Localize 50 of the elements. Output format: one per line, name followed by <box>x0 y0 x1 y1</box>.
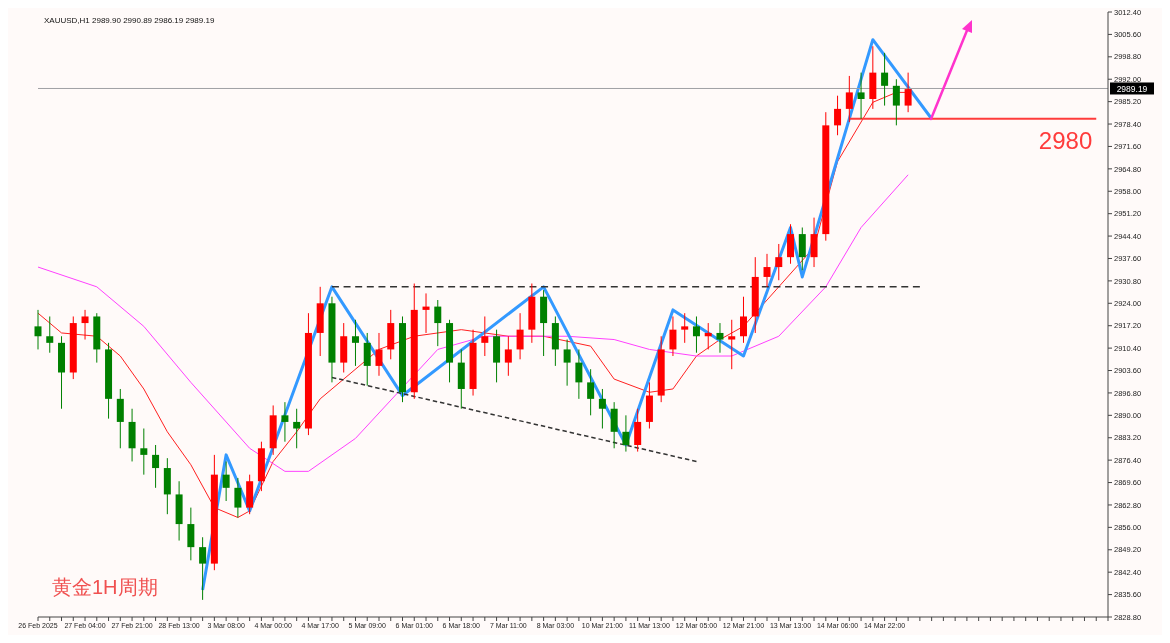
line-series <box>37 174 909 472</box>
candlestick <box>351 319 359 367</box>
candlestick <box>845 75 853 123</box>
text: XAUUSD,H1 2989.90 2990.89 2986.19 2989.19 <box>44 16 215 25</box>
candlestick <box>140 428 148 476</box>
ref-line-label: 2989.19 <box>1116 83 1148 94</box>
candlestick <box>575 348 583 400</box>
candlestick <box>363 332 371 387</box>
candlestick <box>775 243 783 281</box>
candlestick <box>375 332 383 377</box>
candlestick <box>704 322 712 350</box>
candlestick <box>798 227 806 271</box>
candlestick <box>892 78 900 126</box>
candlestick <box>222 460 230 502</box>
candlestick <box>598 388 606 430</box>
candlestick <box>81 309 89 341</box>
candlestick <box>881 52 889 107</box>
candlestick <box>481 315 489 357</box>
candlestick <box>516 312 524 360</box>
candlestick <box>669 315 677 357</box>
candlestick <box>587 368 595 416</box>
candlestick <box>422 292 430 334</box>
candlestick <box>810 217 818 268</box>
series-label: 2980 <box>1038 126 1093 154</box>
candlestick <box>434 299 442 347</box>
candlestick <box>681 312 689 344</box>
candlestick <box>740 296 747 344</box>
candlestick <box>46 315 54 354</box>
candlestick <box>563 339 571 387</box>
candlestick <box>904 72 912 113</box>
candlestick <box>187 507 195 561</box>
annotation: 黄金1H周期 <box>52 575 158 600</box>
candlestick <box>610 401 618 449</box>
candlestick <box>692 315 700 354</box>
candlestick <box>281 401 289 443</box>
candlestick <box>634 408 642 453</box>
candlestick <box>716 322 724 354</box>
candlestick <box>34 309 42 350</box>
candlestick <box>622 414 630 453</box>
candlestick <box>834 95 842 136</box>
candlestick <box>728 319 736 370</box>
candlestick <box>504 335 512 377</box>
candlestick <box>234 477 242 518</box>
candlestick <box>857 72 865 120</box>
candlestick <box>763 253 771 288</box>
candlestick <box>152 444 160 489</box>
candlestick <box>116 388 124 449</box>
candlestick <box>787 223 795 265</box>
candlestick <box>293 408 301 449</box>
candlestick <box>199 536 207 601</box>
